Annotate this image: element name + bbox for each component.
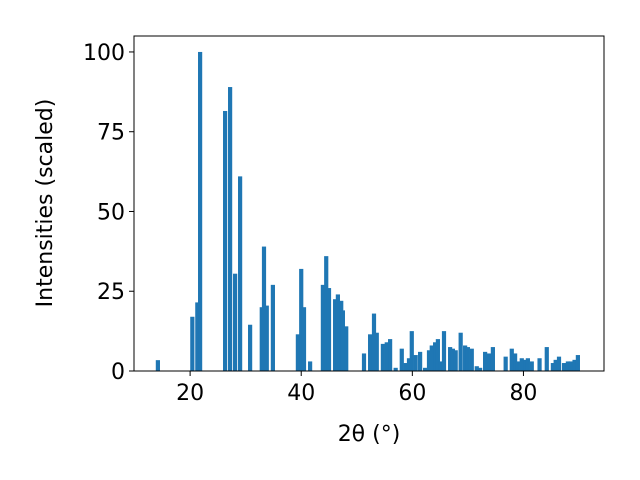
bar [429, 345, 434, 371]
bar [335, 294, 340, 371]
bar [333, 299, 338, 371]
bar [537, 358, 542, 371]
bar [515, 361, 520, 371]
bar [361, 353, 367, 371]
bar [509, 348, 514, 371]
bar [409, 331, 414, 371]
bar [190, 316, 195, 371]
bar [474, 366, 479, 371]
bar [155, 360, 160, 371]
bar [486, 353, 492, 371]
bar [450, 348, 455, 371]
bar [228, 87, 233, 372]
bar [463, 345, 468, 371]
bar [561, 363, 567, 371]
bar [469, 348, 474, 371]
y-tick-label: 50 [97, 200, 125, 225]
bar [418, 351, 423, 371]
bar [295, 334, 300, 371]
bar [198, 51, 203, 371]
x-tick-label: 20 [176, 381, 204, 406]
bar [308, 361, 313, 371]
bar [458, 332, 463, 371]
bar [384, 342, 389, 371]
bar [261, 246, 267, 371]
x-tick-label: 80 [509, 381, 537, 406]
bar [388, 339, 393, 371]
bar [399, 348, 404, 371]
y-tick-label: 100 [83, 41, 125, 66]
bar [544, 347, 549, 371]
bar [393, 367, 398, 371]
bar [340, 310, 345, 371]
bar [568, 361, 573, 371]
bar [233, 273, 238, 371]
plot-frame [133, 35, 605, 372]
bar [248, 324, 253, 371]
bar [565, 361, 570, 371]
bar [403, 363, 408, 371]
bar [413, 355, 418, 371]
y-axis-label: Intensities (scaled) [33, 99, 58, 308]
bar [301, 307, 307, 371]
bar [320, 284, 325, 371]
bar [438, 361, 443, 371]
bar [529, 361, 534, 371]
bar [374, 332, 379, 371]
bar [259, 307, 264, 371]
bar [553, 359, 558, 371]
bar [223, 110, 228, 371]
x-tick-label: 60 [398, 381, 426, 406]
bar [550, 363, 555, 371]
bar [441, 331, 447, 371]
bar [525, 358, 530, 371]
bar [264, 305, 269, 371]
bar [490, 347, 495, 371]
bar [324, 256, 329, 371]
bar [380, 343, 385, 371]
y-tick-label: 0 [111, 360, 125, 385]
y-tick-label: 25 [97, 280, 125, 305]
bar [513, 353, 518, 371]
bar [503, 356, 508, 371]
bar [299, 268, 304, 371]
bar [519, 358, 524, 371]
bar [270, 284, 275, 371]
bar [465, 347, 470, 371]
bar [368, 334, 373, 371]
bar [426, 350, 432, 371]
bar [238, 176, 243, 371]
bar [435, 339, 440, 371]
bar [575, 355, 580, 371]
x-axis-label: 2θ (°) [338, 422, 401, 447]
bar [406, 358, 412, 371]
bar [423, 367, 428, 371]
bar [483, 351, 488, 371]
y-tick-label: 75 [97, 121, 125, 146]
bar [195, 302, 200, 371]
bar [523, 359, 528, 371]
bar [433, 342, 438, 371]
bar [478, 367, 483, 371]
x-tick-label: 40 [287, 381, 315, 406]
bar [448, 347, 453, 371]
bar [572, 359, 577, 371]
bar [344, 326, 349, 371]
bar [556, 356, 562, 371]
bar [326, 288, 332, 371]
bar [453, 350, 458, 371]
bar [371, 313, 377, 371]
